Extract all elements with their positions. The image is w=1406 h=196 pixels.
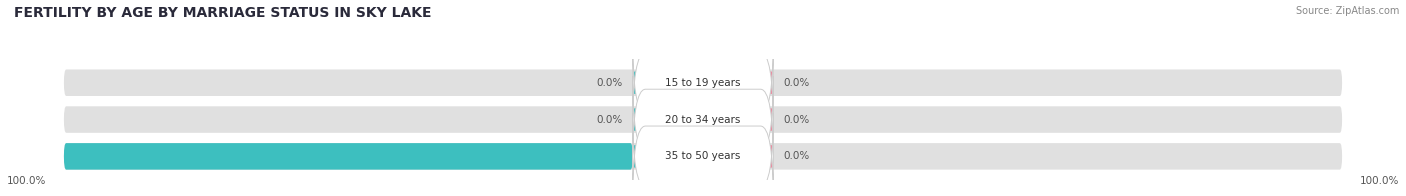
FancyBboxPatch shape <box>633 39 773 126</box>
FancyBboxPatch shape <box>63 143 633 170</box>
Text: Source: ZipAtlas.com: Source: ZipAtlas.com <box>1295 6 1399 16</box>
Text: 100.0%: 100.0% <box>1360 176 1399 186</box>
FancyBboxPatch shape <box>63 69 1343 96</box>
FancyBboxPatch shape <box>63 106 1343 133</box>
Text: 0.0%: 0.0% <box>783 78 808 88</box>
FancyBboxPatch shape <box>633 76 773 163</box>
Text: 0.0%: 0.0% <box>598 114 623 125</box>
FancyBboxPatch shape <box>741 145 773 168</box>
Text: 100.0%: 100.0% <box>17 151 60 161</box>
FancyBboxPatch shape <box>633 72 665 94</box>
Text: 35 to 50 years: 35 to 50 years <box>665 151 741 161</box>
Text: 0.0%: 0.0% <box>598 78 623 88</box>
FancyBboxPatch shape <box>633 108 665 131</box>
FancyBboxPatch shape <box>741 72 773 94</box>
Text: 20 to 34 years: 20 to 34 years <box>665 114 741 125</box>
FancyBboxPatch shape <box>63 143 1343 170</box>
Text: 0.0%: 0.0% <box>783 114 808 125</box>
Text: 0.0%: 0.0% <box>783 151 808 161</box>
FancyBboxPatch shape <box>633 145 665 168</box>
Text: 100.0%: 100.0% <box>7 176 46 186</box>
FancyBboxPatch shape <box>741 108 773 131</box>
Text: FERTILITY BY AGE BY MARRIAGE STATUS IN SKY LAKE: FERTILITY BY AGE BY MARRIAGE STATUS IN S… <box>14 6 432 20</box>
FancyBboxPatch shape <box>633 113 773 196</box>
Text: 15 to 19 years: 15 to 19 years <box>665 78 741 88</box>
